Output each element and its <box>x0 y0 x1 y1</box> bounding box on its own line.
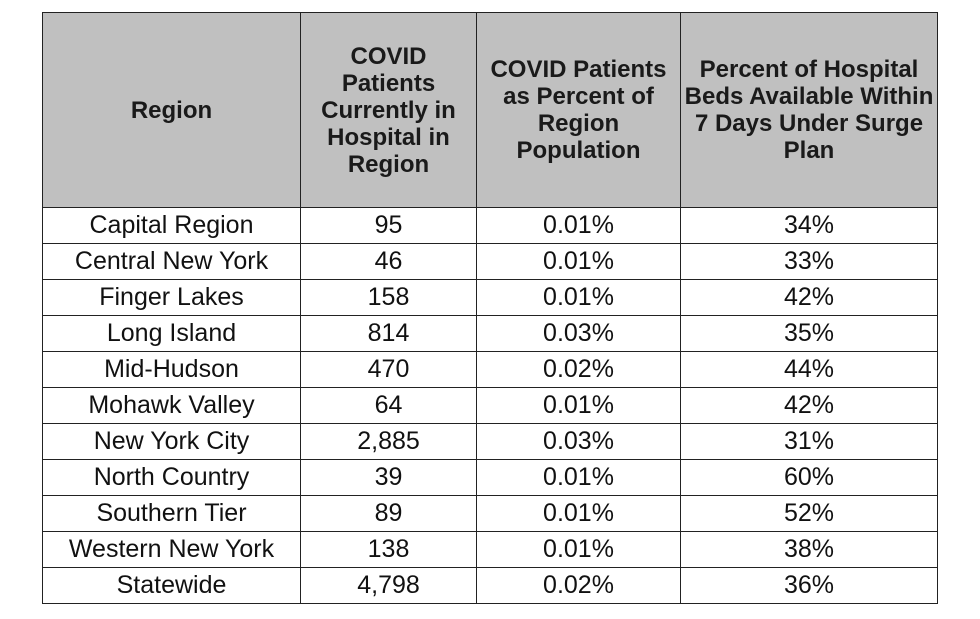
percent-population-cell: 0.01% <box>476 207 681 244</box>
region-cell: Mohawk Valley <box>42 387 301 424</box>
covid-hospital-table: Region COVID Patients Currently in Hospi… <box>42 12 938 604</box>
percent-population-cell: 0.01% <box>476 531 681 568</box>
beds-available-cell: 31% <box>680 423 938 460</box>
table-body: Capital Region 95 0.01% 34% Central New York… <box>42 207 938 604</box>
region-cell: Capital Region <box>42 207 301 244</box>
patients-cell: 89 <box>300 495 477 532</box>
table-row: Finger Lakes 158 0.01% 42% <box>42 279 938 316</box>
patients-cell: 64 <box>300 387 477 424</box>
table-row: Central New York 46 0.01% 33% <box>42 243 938 280</box>
table-header: Region COVID Patients Currently in Hospi… <box>42 12 938 208</box>
table-row: North Country 39 0.01% 60% <box>42 459 938 496</box>
percent-population-cell: 0.01% <box>476 243 681 280</box>
header-patients-in-hospital: COVID Patients Currently in Hospital in … <box>300 12 477 208</box>
beds-available-cell: 42% <box>680 279 938 316</box>
patients-cell: 138 <box>300 531 477 568</box>
beds-available-cell: 33% <box>680 243 938 280</box>
patients-cell: 470 <box>300 351 477 388</box>
region-cell: Mid-Hudson <box>42 351 301 388</box>
region-cell: Western New York <box>42 531 301 568</box>
percent-population-cell: 0.02% <box>476 351 681 388</box>
beds-available-cell: 36% <box>680 567 938 604</box>
patients-cell: 46 <box>300 243 477 280</box>
patients-cell: 39 <box>300 459 477 496</box>
beds-available-cell: 35% <box>680 315 938 352</box>
patients-cell: 814 <box>300 315 477 352</box>
region-cell: Finger Lakes <box>42 279 301 316</box>
region-cell: Central New York <box>42 243 301 280</box>
table-row: New York City 2,885 0.03% 31% <box>42 423 938 460</box>
region-cell: Statewide <box>42 567 301 604</box>
table-row: Mohawk Valley 64 0.01% 42% <box>42 387 938 424</box>
table-row: Southern Tier 89 0.01% 52% <box>42 495 938 532</box>
percent-population-cell: 0.03% <box>476 315 681 352</box>
patients-cell: 2,885 <box>300 423 477 460</box>
percent-population-cell: 0.03% <box>476 423 681 460</box>
percent-population-cell: 0.01% <box>476 459 681 496</box>
header-region: Region <box>42 12 301 208</box>
beds-available-cell: 44% <box>680 351 938 388</box>
beds-available-cell: 34% <box>680 207 938 244</box>
beds-available-cell: 42% <box>680 387 938 424</box>
percent-population-cell: 0.02% <box>476 567 681 604</box>
beds-available-cell: 52% <box>680 495 938 532</box>
header-percent-of-population: COVID Patients as Percent of Region Popu… <box>476 12 681 208</box>
table-row: Mid-Hudson 470 0.02% 44% <box>42 351 938 388</box>
patients-cell: 95 <box>300 207 477 244</box>
patients-cell: 158 <box>300 279 477 316</box>
percent-population-cell: 0.01% <box>476 387 681 424</box>
header-row: Region COVID Patients Currently in Hospi… <box>42 12 938 208</box>
patients-cell: 4,798 <box>300 567 477 604</box>
table-row: Long Island 814 0.03% 35% <box>42 315 938 352</box>
percent-population-cell: 0.01% <box>476 495 681 532</box>
region-cell: Southern Tier <box>42 495 301 532</box>
table-row: Statewide 4,798 0.02% 36% <box>42 567 938 604</box>
header-beds-available: Percent of Hospital Beds Available Withi… <box>680 12 938 208</box>
region-cell: North Country <box>42 459 301 496</box>
region-cell: Long Island <box>42 315 301 352</box>
beds-available-cell: 38% <box>680 531 938 568</box>
percent-population-cell: 0.01% <box>476 279 681 316</box>
table-row: Capital Region 95 0.01% 34% <box>42 207 938 244</box>
region-cell: New York City <box>42 423 301 460</box>
table-row: Western New York 138 0.01% 38% <box>42 531 938 568</box>
beds-available-cell: 60% <box>680 459 938 496</box>
